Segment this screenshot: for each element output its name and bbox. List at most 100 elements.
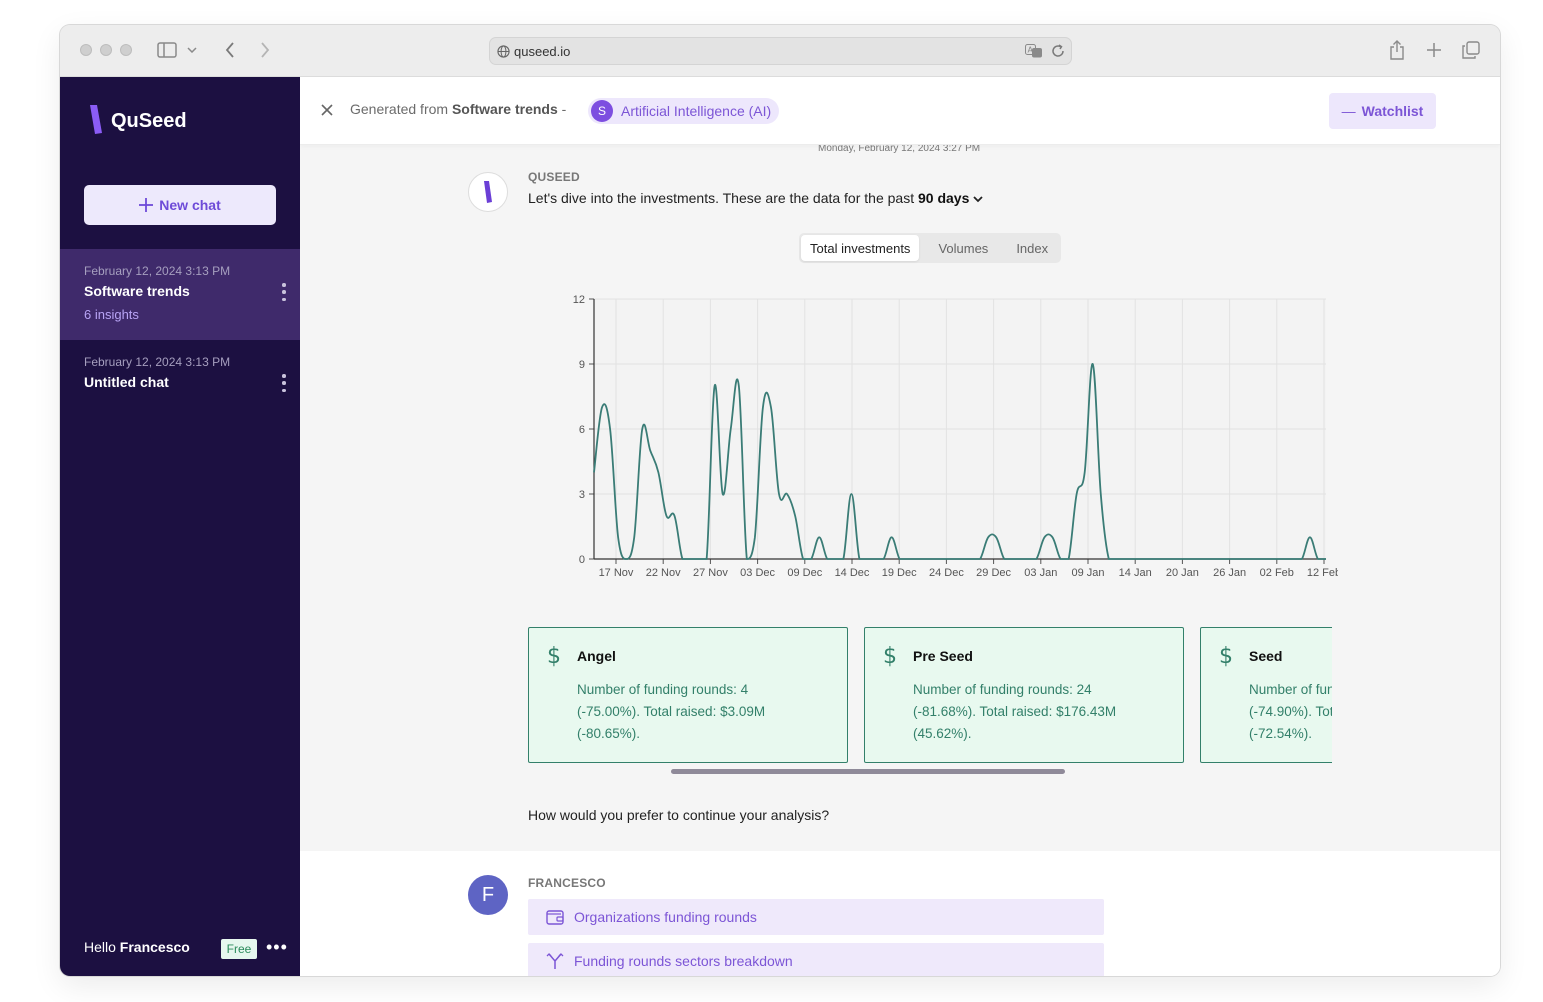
x-tick-label: 09 Jan	[1071, 567, 1104, 579]
chat-options-icon[interactable]	[280, 374, 288, 392]
tab-total-investments[interactable]: Total investments	[801, 235, 920, 261]
sidebar: QuSeed New chat February 12, 2024 3:13 P…	[60, 77, 300, 976]
user-avatar: F	[468, 875, 508, 915]
new-chat-button[interactable]: New chat	[84, 185, 276, 225]
chevron-down-icon[interactable]	[973, 196, 983, 203]
topic-pill[interactable]: S Artificial Intelligence (AI)	[588, 98, 780, 124]
y-tick-label: 9	[579, 359, 585, 371]
option-label: Organizations funding rounds	[574, 909, 757, 925]
chat-title: Software trends	[84, 283, 190, 299]
x-tick-label: 29 Dec	[976, 567, 1011, 579]
browser-titlebar: quseed.io A	[60, 25, 1500, 77]
translate-icon[interactable]: A	[1025, 44, 1043, 58]
wallet-icon	[546, 910, 564, 925]
watchlist-label: Watchlist	[1361, 103, 1424, 119]
message-timestamp: Monday, February 12, 2024 3:27 PM	[818, 143, 981, 154]
option-organizations-funding-rounds[interactable]: Organizations funding rounds	[528, 899, 1104, 935]
separator: -	[561, 101, 567, 117]
greeting-text: Hello	[84, 939, 116, 955]
bot-avatar	[468, 172, 508, 212]
x-tick-label: 24 Dec	[929, 567, 964, 579]
card-angel[interactable]: $ Angel Number of funding rounds: 4 (-75…	[528, 627, 848, 763]
x-tick-label: 27 Nov	[693, 567, 728, 579]
cards-scrollbar[interactable]	[671, 769, 1065, 774]
chat-date: February 12, 2024 3:13 PM	[84, 355, 231, 369]
period-dropdown[interactable]: 90 days	[917, 190, 970, 206]
option-label: Funding rounds sectors breakdown	[574, 953, 793, 969]
card-seed[interactable]: $ Seed Number of funding rounds: 128 (-7…	[1200, 627, 1332, 763]
user-name: Francesco	[119, 939, 190, 955]
quseed-logo-icon	[484, 181, 492, 203]
source-link[interactable]: Software trends	[451, 101, 558, 117]
x-tick-label: 12 Feb	[1307, 567, 1338, 579]
x-tick-label: 19 Dec	[882, 567, 917, 579]
minimize-window-button[interactable]	[100, 44, 112, 56]
y-tick-label: 12	[573, 294, 585, 306]
dollar-icon: $	[883, 644, 897, 669]
chat-insights-count: 6 insights	[84, 307, 139, 322]
tab-index[interactable]: Index	[1016, 240, 1049, 256]
zoom-window-button[interactable]	[120, 44, 132, 56]
brand-name: QuSeed	[111, 110, 187, 132]
new-tab-icon[interactable]	[1423, 39, 1445, 61]
x-tick-label: 09 Dec	[787, 567, 822, 579]
chevron-down-icon[interactable]	[186, 39, 198, 61]
close-icon[interactable]	[318, 101, 336, 119]
tab-volumes[interactable]: Volumes	[938, 240, 989, 256]
globe-icon	[497, 45, 510, 58]
url-text: quseed.io	[514, 44, 571, 59]
x-tick-label: 20 Jan	[1166, 567, 1199, 579]
dollar-icon: $	[1219, 644, 1233, 669]
card-title: Pre Seed	[913, 648, 973, 664]
plus-icon	[139, 198, 154, 212]
card-body: Number of funding rounds: 128 (-74.90%).…	[1249, 682, 1332, 741]
y-tick-label: 0	[579, 554, 585, 566]
x-tick-label: 14 Jan	[1119, 567, 1152, 579]
watchlist-button[interactable]: — Watchlist	[1329, 93, 1436, 129]
card-title: Angel	[577, 648, 616, 664]
sidebar-toggle-icon[interactable]	[156, 39, 178, 61]
intro-text: Let's dive into the investments. These a…	[528, 190, 915, 206]
chat-header: Generated from Software trends - S Artif…	[300, 77, 1500, 145]
share-icon[interactable]	[1386, 39, 1408, 61]
close-window-button[interactable]	[80, 44, 92, 56]
chat-item-untitled[interactable]: February 12, 2024 3:13 PM Untitled chat	[60, 340, 300, 431]
sidebar-footer: Hello Francesco Free •••	[84, 938, 287, 961]
x-tick-label: 17 Nov	[599, 567, 634, 579]
forward-arrow-icon[interactable]	[254, 39, 276, 61]
chat-title: Untitled chat	[84, 374, 169, 390]
chat-item-software-trends[interactable]: February 12, 2024 3:13 PM Software trend…	[60, 249, 300, 340]
y-tick-label: 6	[579, 424, 585, 436]
card-body: Number of funding rounds: 4 (-75.00%). T…	[577, 682, 766, 741]
investments-line-chart: 0 3 6 9 12 17 Nov 22 Nov 27 Nov 03 Dec 09 Dec 14 D…	[573, 294, 1338, 579]
svg-text:A: A	[1028, 46, 1034, 55]
x-tick-label: 14 Dec	[835, 567, 870, 579]
x-tick-label: 26 Jan	[1213, 567, 1246, 579]
card-body: Number of funding rounds: 24 (-81.68%). …	[913, 682, 1117, 741]
address-bar[interactable]: quseed.io A	[489, 37, 1072, 65]
x-tick-label: 03 Jan	[1024, 567, 1057, 579]
chart-tabs: Total investments Volumes Index	[799, 233, 1061, 263]
x-tick-label: 03 Dec	[740, 567, 775, 579]
split-icon	[546, 953, 564, 969]
topic-label: Artificial Intelligence (AI)	[621, 103, 772, 119]
option-funding-rounds-sectors-breakdown[interactable]: Funding rounds sectors breakdown	[528, 943, 1104, 976]
reload-icon[interactable]	[1051, 44, 1065, 58]
back-arrow-icon[interactable]	[219, 39, 241, 61]
user-sender-name: FRANCESCO	[528, 876, 606, 890]
chat-options-icon[interactable]	[280, 283, 288, 301]
topic-avatar: S	[591, 100, 613, 122]
funding-cards: $ Angel Number of funding rounds: 4 (-75…	[528, 627, 1332, 767]
more-options-icon[interactable]: •••	[266, 937, 288, 957]
x-tick-label: 22 Nov	[646, 567, 681, 579]
total-investments-line	[593, 363, 1326, 560]
plan-badge: Free	[221, 939, 257, 959]
tab-overview-icon[interactable]	[1460, 39, 1482, 61]
minus-icon: —	[1341, 103, 1356, 119]
y-tick-label: 3	[579, 489, 585, 501]
new-chat-label: New chat	[159, 197, 221, 213]
generated-from: Generated from Software trends -	[350, 101, 566, 117]
card-pre-seed[interactable]: $ Pre Seed Number of funding rounds: 24 …	[864, 627, 1184, 763]
quseed-logo-icon	[88, 105, 104, 140]
x-tick-label: 02 Feb	[1260, 567, 1294, 579]
